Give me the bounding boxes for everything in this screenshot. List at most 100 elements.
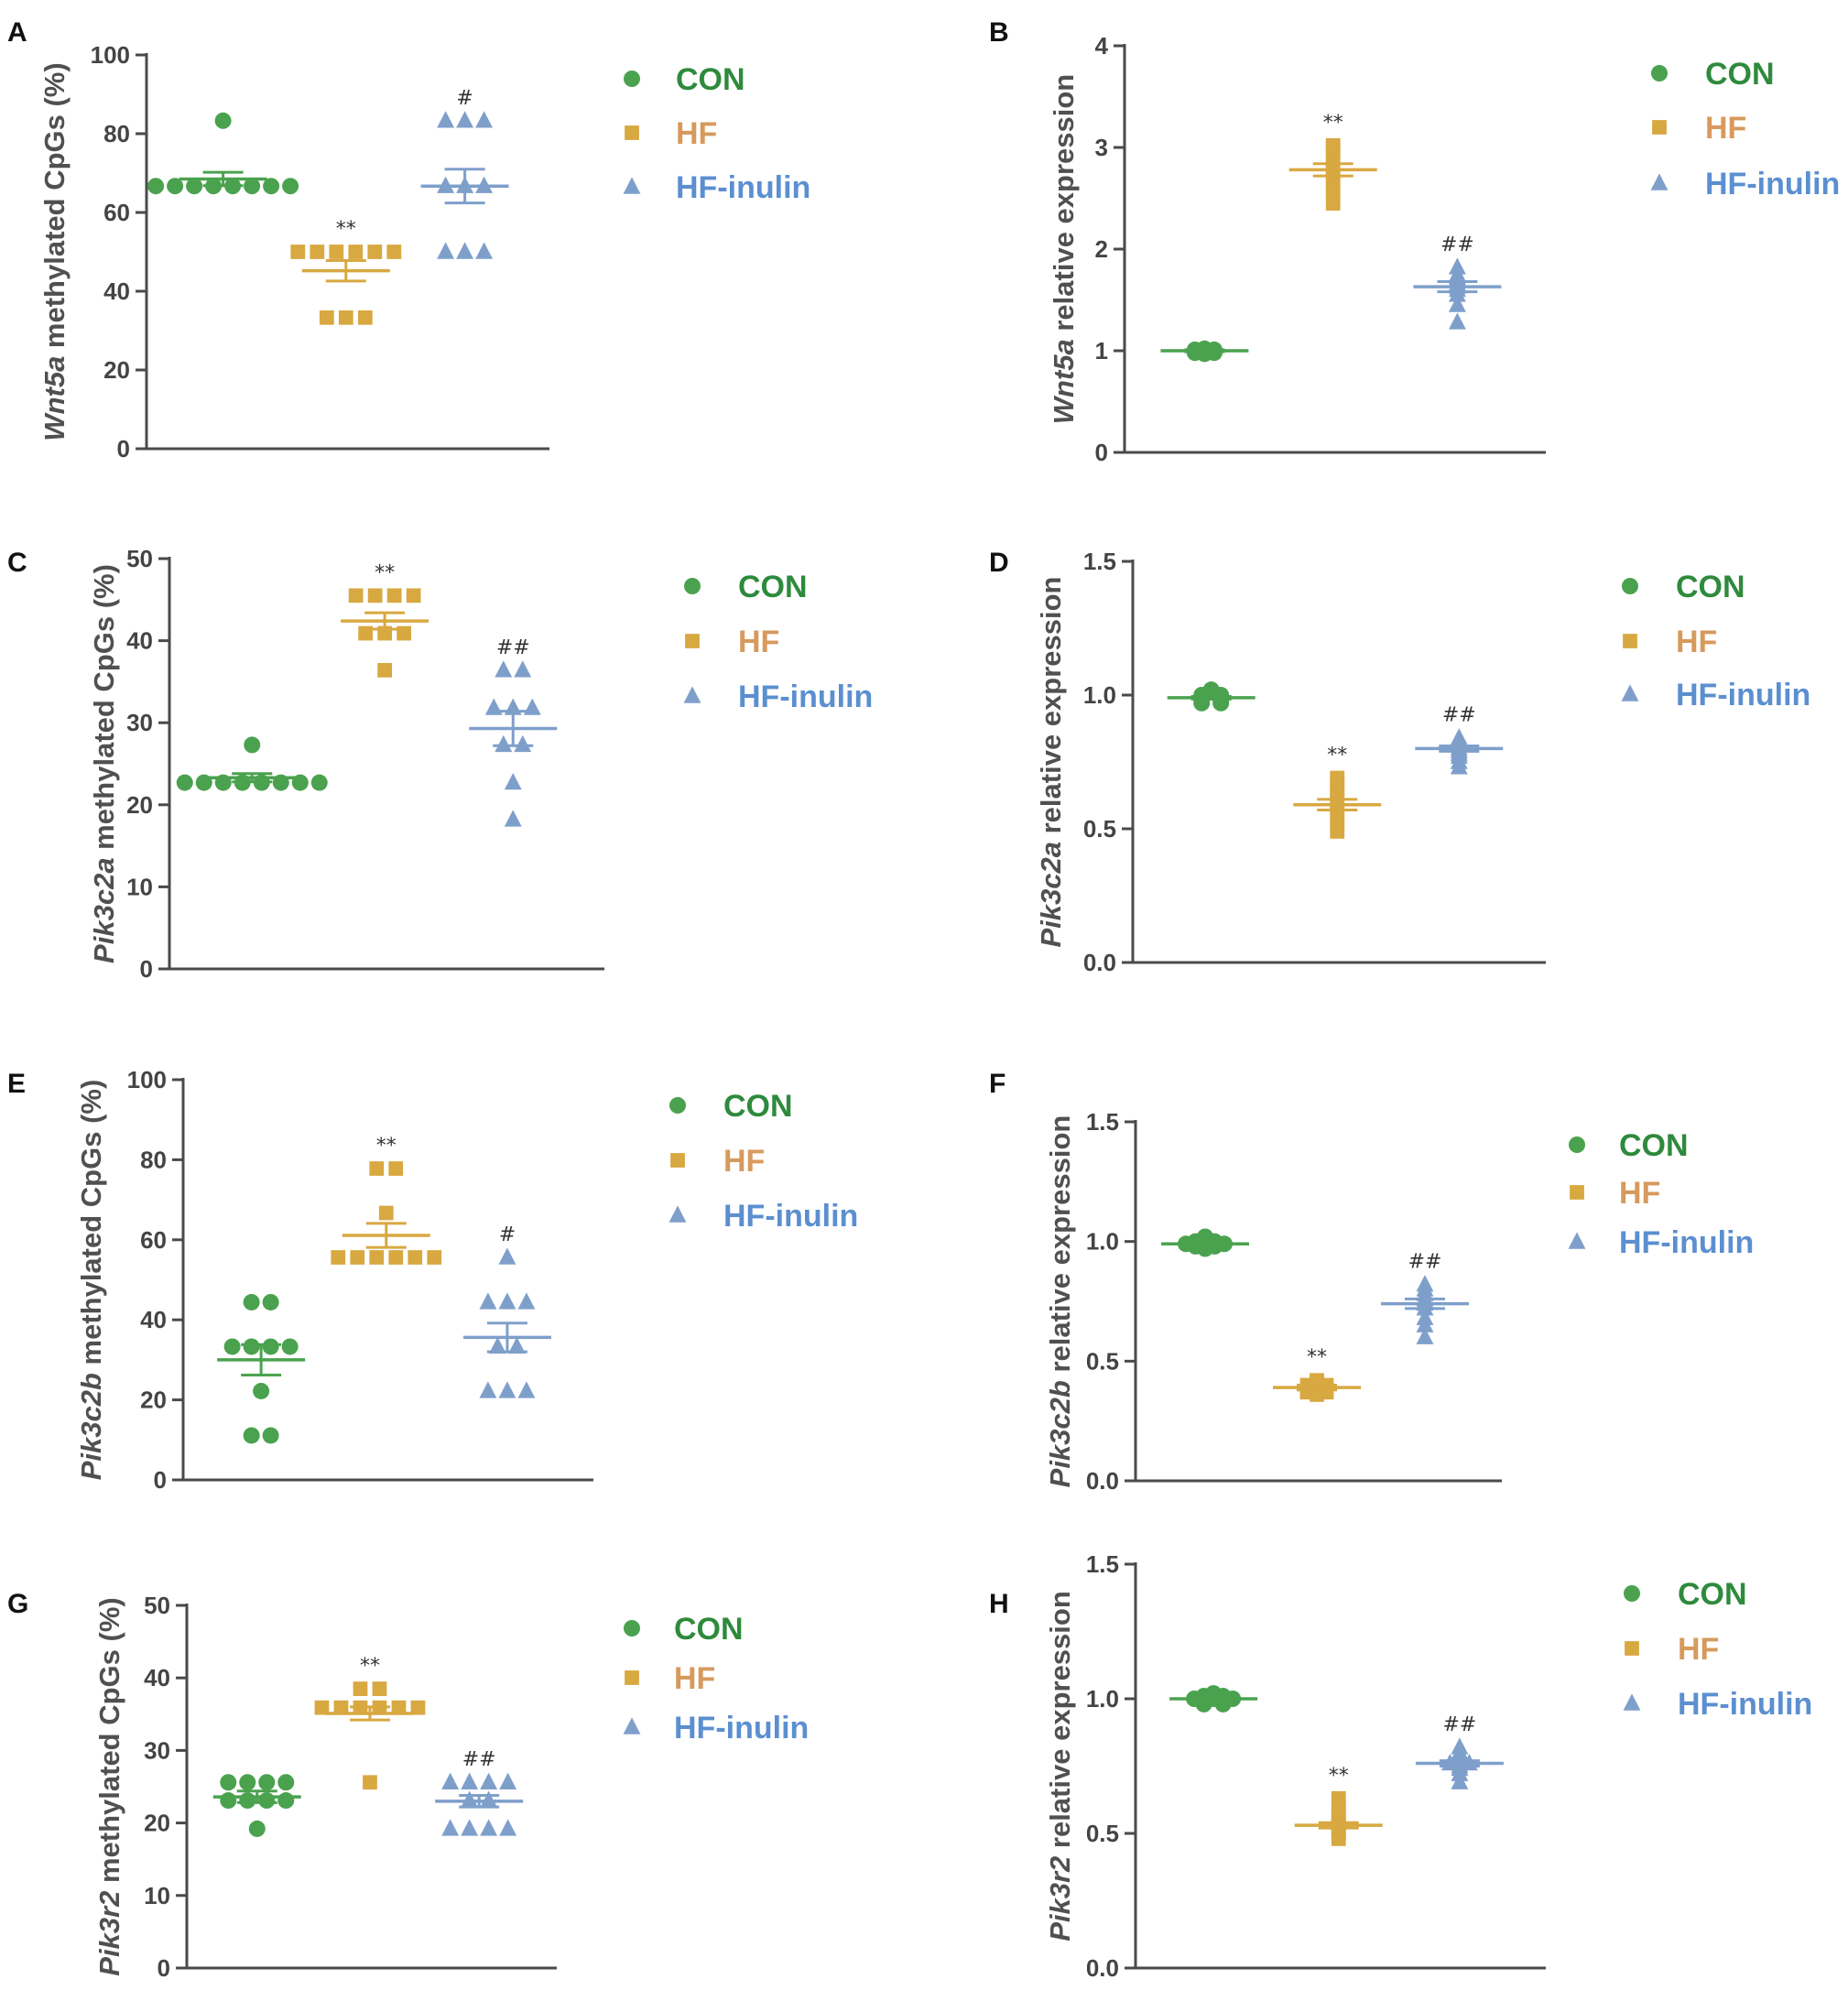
legend-marker-hf [1652, 120, 1667, 135]
data-point [223, 1338, 241, 1355]
y-tick-label: 80 [140, 1146, 167, 1173]
legend-marker-hf [685, 634, 700, 648]
data-point [367, 588, 383, 604]
significance-label: ## [496, 636, 530, 659]
data-point [488, 1336, 506, 1354]
y-axis-label-suffix: relative expression [1035, 577, 1067, 843]
legend-marker-hf-inulin [623, 177, 641, 194]
data-point [1330, 770, 1345, 786]
data-point [427, 1250, 442, 1265]
legend-marker-hf [625, 1670, 639, 1685]
series-hf: ** [290, 218, 402, 325]
y-axis-label: Pik3c2b relative expression [1044, 1115, 1076, 1488]
y-tick-label: 0.0 [1083, 949, 1116, 976]
data-point [504, 810, 522, 827]
data-point [498, 1292, 516, 1310]
data-point [253, 1382, 270, 1399]
series-hf: ** [1293, 745, 1382, 839]
data-point [239, 1774, 256, 1791]
legend-marker-hf-inulin [1650, 173, 1669, 190]
legend-label-hf-inulin: HF-inulin [1676, 678, 1810, 712]
data-point [1416, 1275, 1434, 1292]
data-point [517, 1381, 536, 1398]
y-axis-label: Wnt5a relative expression [1048, 74, 1080, 425]
significance-label: ** [376, 1135, 397, 1158]
data-point [243, 1293, 260, 1310]
data-point [499, 1772, 517, 1789]
legend-marker-hf-inulin [623, 1717, 641, 1734]
data-point [220, 1792, 237, 1810]
panel-f: F 0.0 0.5 1.0 1.5 Pik3c2b relative expression… [989, 1069, 1754, 1495]
y-tick-label: 20 [140, 1386, 167, 1414]
data-point [456, 242, 474, 259]
data-point [495, 734, 513, 753]
y-tick-label: 2 [1095, 235, 1108, 263]
series-hf-inulin: ## [469, 636, 558, 827]
data-point [437, 242, 455, 259]
y-axis-label: Wnt5a methylated CpGs (%) [38, 62, 71, 440]
series-con [147, 112, 299, 195]
y-axis-label-gene: Pik3c2b [75, 1373, 107, 1480]
legend-marker-hf-inulin [669, 1205, 687, 1223]
significance-label: ** [336, 218, 356, 241]
legend-label-hf: HF [1676, 625, 1717, 659]
data-point [277, 1774, 295, 1791]
legend-label-hf-inulin: HF-inulin [1705, 167, 1840, 201]
legend-marker-hf [1625, 1641, 1639, 1656]
panel-letter: C [7, 548, 27, 578]
y-tick-label: 40 [144, 1664, 170, 1691]
data-point [353, 1681, 368, 1696]
legend-label-con: CON [1705, 57, 1775, 92]
significance-label: ** [375, 561, 395, 584]
legend-marker-con [1622, 578, 1638, 594]
legend-marker-con [624, 1620, 640, 1637]
data-point [504, 773, 522, 790]
y-tick-label: 50 [126, 545, 153, 572]
series-hf-inulin: # [462, 1223, 551, 1398]
y-tick-label: 0 [154, 1466, 167, 1494]
series-hf-inulin: # [420, 87, 509, 259]
data-point [319, 310, 334, 325]
legend-marker-hf-inulin [1621, 684, 1639, 701]
y-tick-label: 0.0 [1086, 1954, 1119, 1982]
y-axis-label-gene: Wnt5a [38, 356, 71, 441]
legend: CON HF HF-inulin [1650, 57, 1840, 201]
legend-label-con: CON [723, 1089, 793, 1124]
y-axis-label-suffix: relative expression [1044, 1591, 1076, 1856]
data-point [281, 1338, 299, 1355]
legend-label-con: CON [1676, 570, 1745, 604]
data-point [437, 111, 455, 128]
data-point [1448, 257, 1466, 275]
significance-label: ** [1327, 745, 1347, 767]
y-axis-label-gene: Pik3r2 [1044, 1856, 1076, 1941]
legend-marker-con [684, 578, 701, 594]
data-point [348, 245, 364, 259]
legend-label-con: CON [1678, 1577, 1747, 1612]
legend-label-hf-inulin: HF-inulin [723, 1199, 858, 1234]
data-point [310, 774, 328, 791]
data-point [1448, 295, 1466, 312]
data-point [262, 1338, 279, 1355]
y-axis-label: Pik3c2a relative expression [1035, 577, 1067, 948]
y-tick-label: 1.0 [1083, 681, 1116, 709]
series-hf: ** [1288, 112, 1377, 211]
significance-label: ## [1440, 234, 1474, 256]
data-point [244, 178, 261, 195]
y-tick-label: 0.5 [1086, 1347, 1119, 1375]
y-tick-label: 3 [1095, 134, 1108, 161]
y-axis-label-gene: Pik3c2a [88, 857, 120, 963]
data-point [1451, 1737, 1469, 1755]
series-con [217, 1293, 306, 1444]
legend-marker-hf [670, 1153, 685, 1168]
y-axis-label: Pik3r2 methylated CpGs (%) [93, 1597, 125, 1975]
data-point [495, 660, 513, 678]
legend-label-con: CON [738, 570, 808, 604]
series-hf: ** [1294, 1765, 1383, 1846]
data-point [331, 1250, 346, 1265]
legend-marker-con [1624, 1585, 1640, 1602]
series-hf: ** [341, 561, 429, 678]
panel-h: H 0.0 0.5 1.0 1.5 Pik3r2 relative expression *… [989, 1550, 1812, 1982]
legend-label-con: CON [674, 1612, 744, 1647]
y-tick-label: 1.0 [1086, 1685, 1119, 1713]
data-point [480, 1772, 498, 1789]
